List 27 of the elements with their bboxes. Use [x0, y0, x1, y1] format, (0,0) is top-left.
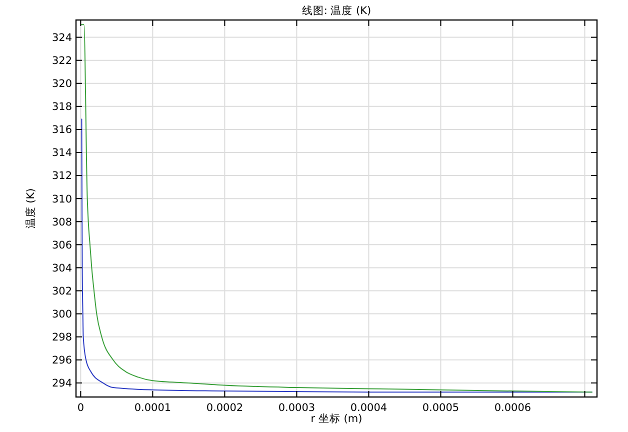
y-tick-label: 306 — [52, 239, 72, 252]
x-tick-label: 0.0005 — [422, 402, 460, 414]
x-tick-label: 0.0003 — [278, 402, 316, 414]
x-tick-label: 0.0001 — [134, 402, 172, 414]
chart-title: 线图: 温度 (K) — [302, 4, 372, 17]
y-tick-label: 322 — [52, 55, 72, 67]
y-tick-label: 300 — [52, 308, 72, 320]
y-tick-label: 304 — [52, 262, 72, 274]
y-tick-label: 294 — [52, 378, 72, 390]
y-tick-label: 296 — [52, 354, 72, 367]
x-tick-label: 0.0006 — [494, 402, 532, 414]
y-tick-label: 316 — [52, 124, 72, 136]
x-tick-label: 0.0002 — [206, 402, 244, 414]
y-tick-label: 312 — [52, 170, 72, 182]
line-series — [80, 24, 592, 393]
x-axis-title: r 坐标 (m) — [310, 412, 362, 425]
y-axis-title: 温度 (K) — [24, 188, 37, 229]
y-tick-label: 314 — [52, 147, 72, 160]
y-tick-label: 298 — [52, 332, 72, 344]
x-tick-label: 0 — [77, 402, 84, 414]
y-tick-label: 318 — [52, 101, 72, 114]
x-tick-label: 0.0004 — [350, 402, 388, 414]
y-tick-label: 308 — [52, 216, 72, 228]
y-tick-label: 324 — [52, 32, 72, 44]
y-tick-label: 302 — [52, 285, 72, 298]
y-tick-label: 310 — [52, 193, 72, 206]
y-tick-label: 320 — [52, 78, 72, 90]
